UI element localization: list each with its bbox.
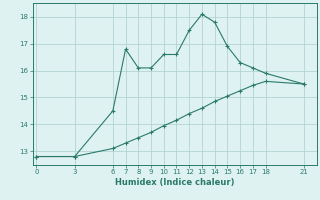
X-axis label: Humidex (Indice chaleur): Humidex (Indice chaleur) bbox=[115, 178, 234, 187]
